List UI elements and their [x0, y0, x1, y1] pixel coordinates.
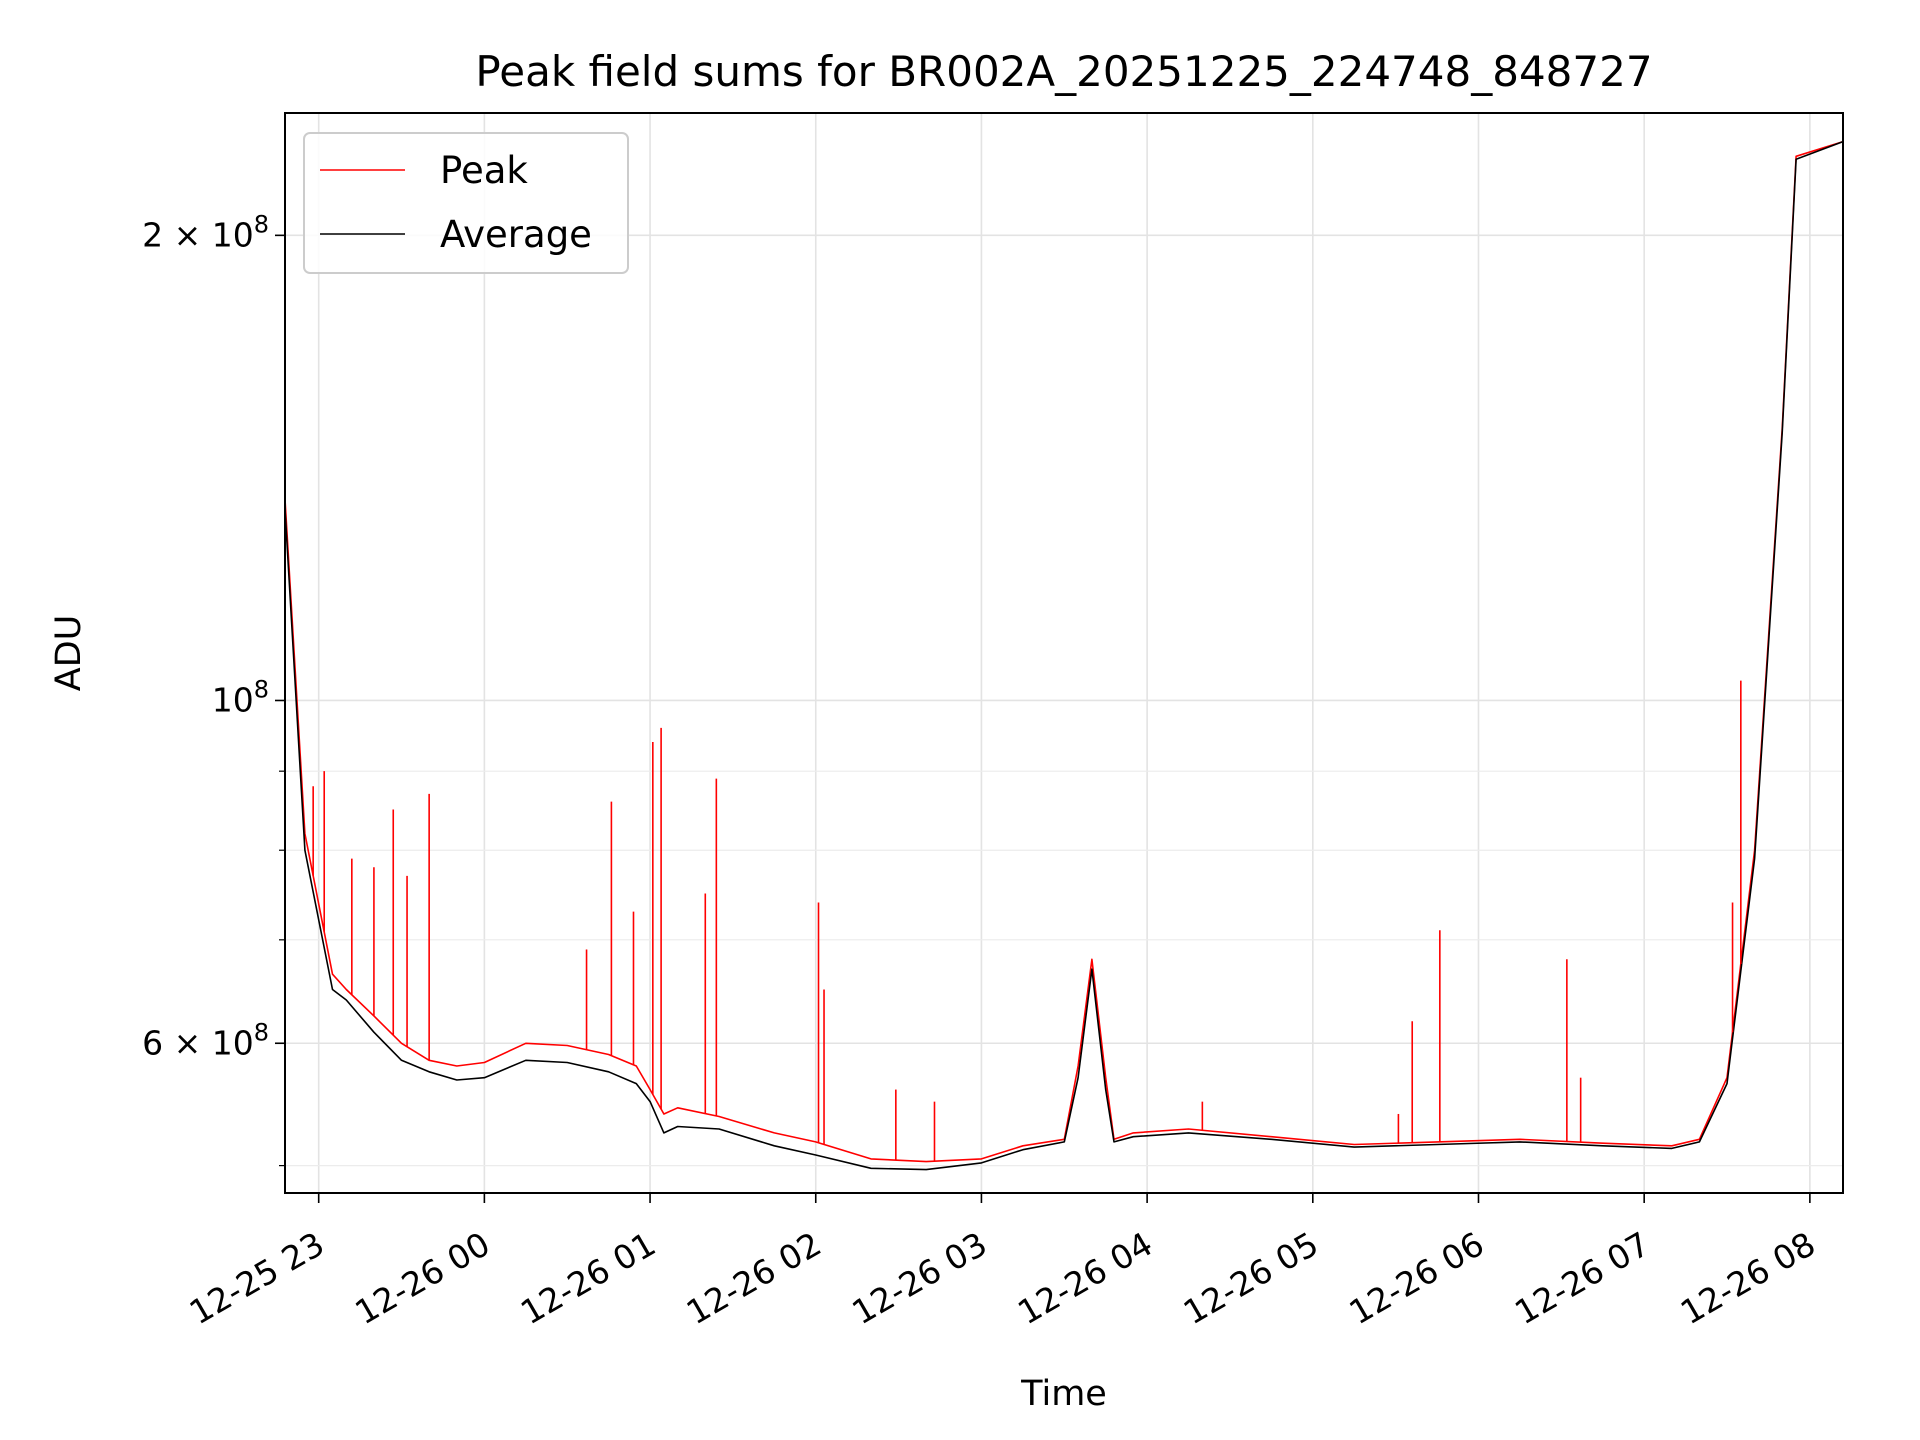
- y-tick-label: 2 × 108: [142, 210, 269, 254]
- x-tick-label: 12-26 06: [1342, 1224, 1490, 1332]
- legend: Peak Average: [303, 132, 629, 274]
- x-tick-label: 12-26 05: [1177, 1224, 1325, 1332]
- series-line-peak: [284, 140, 1844, 1163]
- x-tick-label: 12-26 00: [348, 1224, 496, 1332]
- x-tick-label: 12-26 03: [845, 1224, 993, 1332]
- x-tick-label: 12-26 08: [1674, 1224, 1822, 1332]
- y-tick-label: 108: [212, 675, 269, 719]
- x-tick-label: 12-26 04: [1011, 1224, 1159, 1332]
- chart-title: Peak field sums for BR002A_20251225_2247…: [475, 47, 1652, 96]
- grid-layer: [285, 113, 1843, 1193]
- y-tick-label: 6 × 108: [142, 1018, 269, 1062]
- legend-label-average: Average: [440, 213, 592, 256]
- x-tick-label: 12-26 01: [514, 1224, 662, 1332]
- x-tick-label: 12-25 23: [183, 1224, 331, 1332]
- legend-label-peak: Peak: [440, 149, 528, 192]
- x-axis-title: Time: [1020, 1374, 1107, 1414]
- legend-box: [303, 132, 629, 274]
- plot-frame: [284, 112, 1844, 1194]
- x-tick-label: 12-26 07: [1508, 1224, 1656, 1332]
- series-layer: [284, 140, 1844, 1171]
- series-line-average: [284, 140, 1844, 1171]
- x-tick-label: 12-26 02: [680, 1224, 828, 1332]
- y-axis-title: ADU: [49, 615, 89, 692]
